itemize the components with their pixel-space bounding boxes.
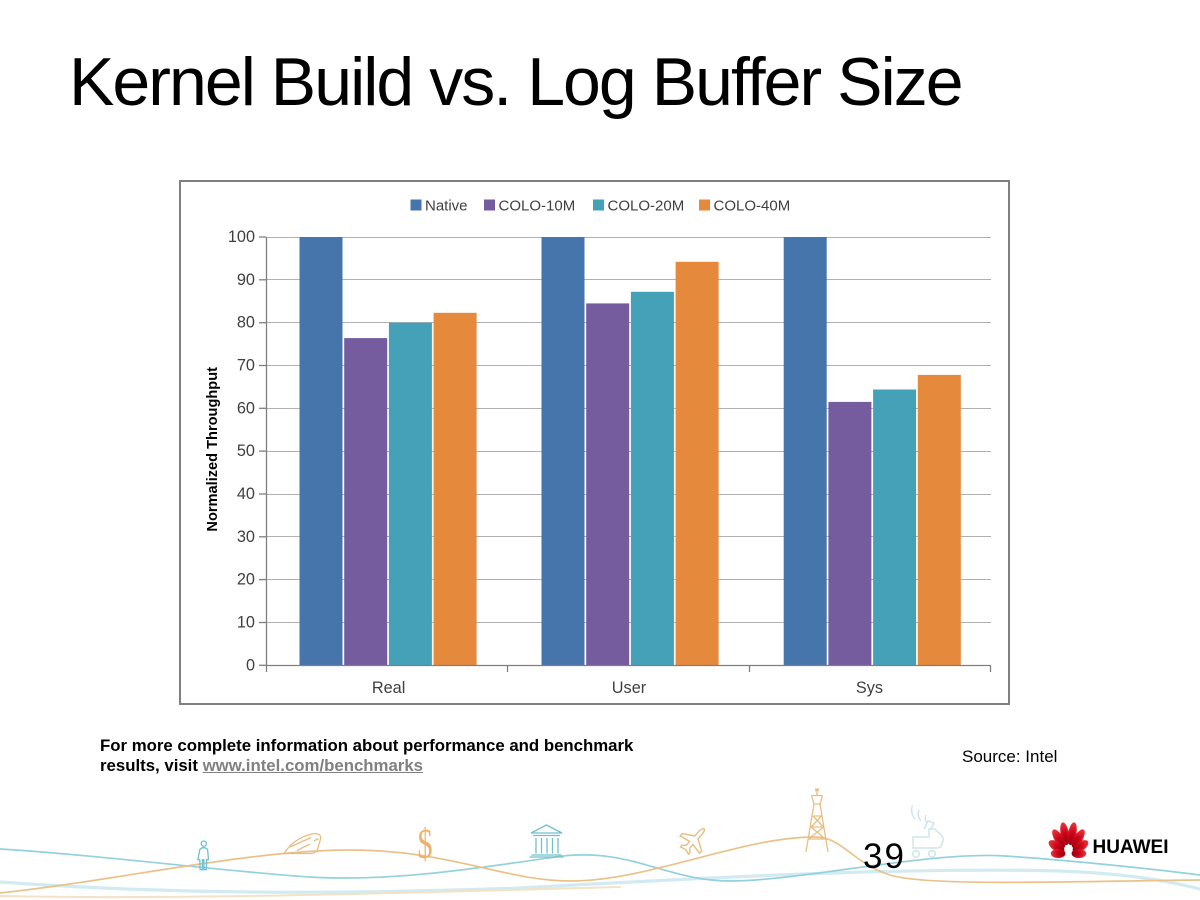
svg-text:20: 20	[237, 571, 255, 589]
svg-text:COLO-40M: COLO-40M	[714, 198, 791, 215]
svg-text:Sys: Sys	[856, 679, 883, 697]
svg-text:50: 50	[237, 442, 255, 460]
svg-text:60: 60	[237, 399, 255, 417]
svg-text:39: 39	[863, 837, 906, 876]
svg-text:80: 80	[237, 314, 255, 332]
svg-text:40: 40	[237, 485, 255, 503]
svg-text:$: $	[417, 820, 432, 867]
svg-text:30: 30	[237, 528, 255, 546]
svg-text:70: 70	[237, 357, 255, 375]
svg-text:COLO-10M: COLO-10M	[499, 198, 576, 215]
svg-text:0: 0	[246, 656, 255, 674]
svg-text:Real: Real	[372, 679, 406, 697]
svg-text:10: 10	[237, 614, 255, 632]
svg-text:HUAWEI: HUAWEI	[1093, 837, 1169, 858]
svg-text:100: 100	[228, 228, 255, 246]
svg-text:COLO-20M: COLO-20M	[608, 198, 685, 215]
svg-text:90: 90	[237, 271, 255, 289]
svg-text:Native: Native	[425, 198, 468, 215]
svg-text:User: User	[612, 679, 647, 697]
svg-text:Normalized Throughput: Normalized Throughput	[205, 367, 221, 532]
